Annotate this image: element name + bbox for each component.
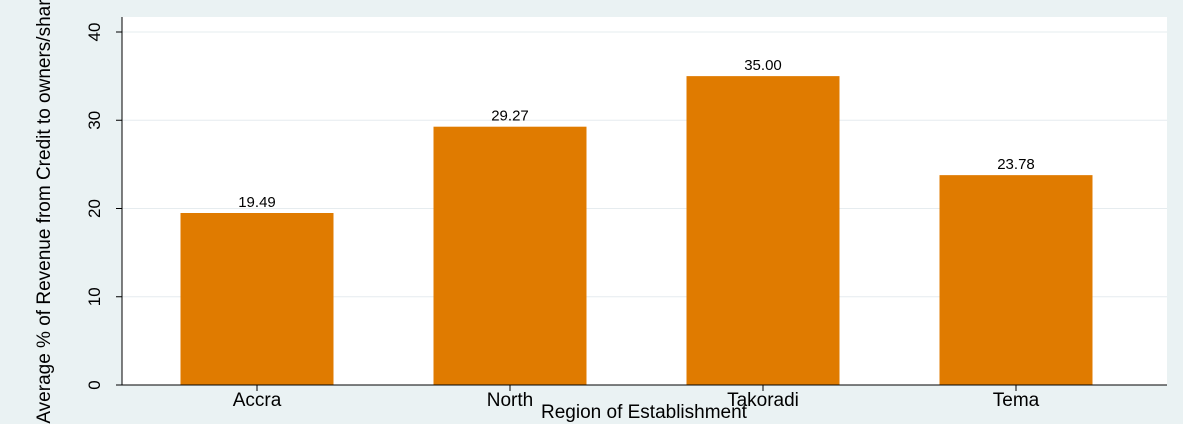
value-label: 35.00 [744, 57, 782, 74]
x-axis-title: Region of Establishment [541, 402, 748, 423]
x-tick-label: North [487, 390, 533, 411]
value-label: 19.49 [238, 194, 276, 211]
y-tick-label: 0 [85, 380, 104, 389]
x-tick-label: Accra [233, 390, 282, 411]
x-axis-ticks: Accra North Takoradi Tema [233, 385, 1040, 411]
value-label: 29.27 [491, 108, 529, 125]
value-labels: 19.49 29.27 35.00 23.78 [238, 57, 1035, 211]
y-axis-title: Average % of Revenue from Credit to owne… [34, 0, 55, 424]
axes [121, 17, 1167, 386]
y-tick-label: 30 [85, 111, 104, 130]
x-tick-label: Tema [993, 390, 1040, 411]
x-tick-label: Takoradi [727, 390, 799, 411]
bar-takoradi [686, 76, 840, 385]
y-tick-label: 40 [85, 23, 104, 42]
value-label: 23.78 [997, 156, 1035, 173]
y-tick-label: 20 [85, 199, 104, 218]
bar-north [433, 126, 587, 385]
bar-accra [180, 213, 334, 385]
bar-tema [939, 175, 1093, 385]
y-axis-ticks: 0 10 20 30 40 [85, 23, 122, 390]
bars [180, 76, 1093, 385]
y-tick-label: 10 [85, 287, 104, 306]
